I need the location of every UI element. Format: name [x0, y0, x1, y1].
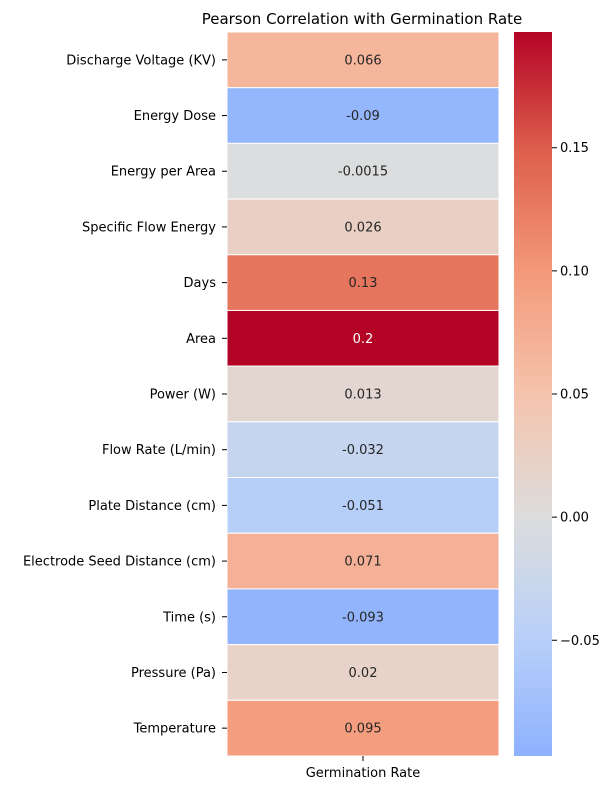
heatmap-cell	[226, 309, 500, 367]
cell-value-label: -0.051	[342, 499, 384, 514]
row-label: Area	[186, 332, 216, 347]
row-label: Flow Rate (L/min)	[102, 443, 216, 458]
cell-value-label: -0.09	[346, 109, 380, 124]
heatmap-cell	[226, 644, 500, 701]
heatmap-cell	[226, 142, 500, 200]
row-label: Days	[184, 276, 217, 291]
cell-value-label: 0.095	[344, 722, 381, 737]
colorbar-gradient	[514, 32, 552, 756]
colorbar-tick-label: 0.10	[560, 264, 589, 279]
colorbar-tick-label: 0.15	[560, 141, 589, 156]
colorbar-tick-label: 0.05	[560, 388, 589, 403]
colorbar-tick-label: 0.00	[560, 511, 589, 526]
colorbar-tick-label: −0.05	[560, 634, 600, 649]
row-label: Plate Distance (cm)	[88, 499, 216, 514]
cell-value-label: 0.2	[353, 332, 374, 347]
row-label: Pressure (Pa)	[131, 666, 216, 681]
cell-value-label: 0.13	[349, 276, 378, 291]
row-label: Time (s)	[162, 610, 216, 625]
heatmap-cell	[226, 699, 500, 757]
colorbar-ticks: 0.15 0.10 0.05 0.00 −0.05	[552, 141, 600, 649]
cell-value-label: -0.093	[342, 610, 384, 625]
row-label: Power (W)	[150, 388, 216, 403]
column-labels: Germination Rate	[306, 756, 421, 781]
heatmap-cell	[226, 532, 500, 590]
heatmap-cell	[226, 87, 500, 144]
cell-value-label: -0.032	[342, 443, 384, 458]
cell-value-label: 0.066	[344, 53, 381, 68]
cell-value-label: 0.026	[344, 220, 381, 235]
row-label: Energy per Area	[111, 165, 216, 180]
cell-value-label: -0.0015	[338, 165, 388, 180]
cell-value-label: 0.013	[344, 388, 381, 403]
row-labels: Discharge Voltage (KV) Energy Dose Energy …	[23, 53, 227, 737]
cell-value-label: 0.02	[349, 666, 378, 681]
row-label: Discharge Voltage (KV)	[66, 53, 216, 68]
column-label: Germination Rate	[306, 766, 421, 781]
row-label: Temperature	[133, 722, 216, 737]
heatmap-cell	[226, 31, 500, 89]
heatmap-cell	[226, 198, 500, 256]
row-label: Electrode Seed Distance (cm)	[23, 555, 216, 570]
cell-value-label: 0.071	[344, 555, 381, 570]
heatmap-cell	[226, 588, 500, 646]
heatmap-cells: 0.066 -0.09 -0.0015 0.026 0.13 0.2 0.013 -0.032…	[226, 31, 500, 757]
colorbar: 0.15 0.10 0.05 0.00 −0.05	[514, 32, 600, 756]
row-label: Energy Dose	[134, 109, 216, 124]
row-label: Specific Flow Energy	[82, 220, 216, 235]
heatmap-cell	[226, 254, 500, 311]
chart-title: Pearson Correlation with Germination Rat…	[202, 10, 523, 28]
